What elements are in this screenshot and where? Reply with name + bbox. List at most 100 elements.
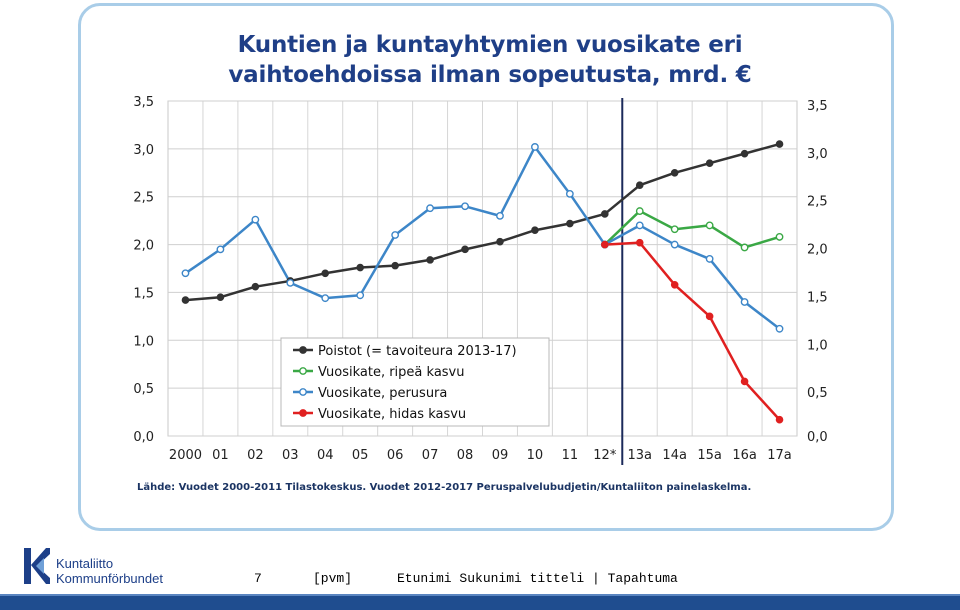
legend-label: Vuosikate, ripeä kasvu <box>318 365 465 380</box>
data-point <box>775 415 784 424</box>
kuntaliitto-logo-icon <box>24 548 50 584</box>
data-point <box>356 291 365 300</box>
data-point <box>670 240 679 249</box>
x-tick-label: 13a <box>627 448 652 463</box>
x-tick-label: 11 <box>562 448 579 463</box>
footer-accent-line <box>0 594 960 597</box>
data-point <box>496 211 504 220</box>
presenter-info: Etunimi Sukunimi titteli | Tapahtuma <box>397 571 678 586</box>
data-point <box>321 294 330 303</box>
legend-swatch-marker <box>299 388 307 396</box>
series-line <box>185 142 780 302</box>
x-tick-label: 05 <box>352 448 369 463</box>
x-tick-label: 09 <box>492 448 509 463</box>
x-tick-label: 14a <box>662 448 687 463</box>
x-tick-label: 10 <box>527 448 544 463</box>
data-point <box>740 243 749 252</box>
data-point <box>740 377 749 386</box>
y-tick-label-left: 3,0 <box>133 143 154 158</box>
y-tick-label-left: 2,5 <box>133 191 154 206</box>
data-point <box>426 204 434 213</box>
legend-swatch-marker <box>299 346 307 354</box>
data-point <box>705 255 714 263</box>
legend-box <box>280 337 550 427</box>
data-point <box>251 215 260 224</box>
data-point <box>461 202 469 211</box>
data-point <box>740 298 749 306</box>
data-point <box>566 219 574 228</box>
data-point <box>635 238 644 247</box>
data-point <box>531 143 539 151</box>
series-line <box>604 241 781 421</box>
x-tick-label: 01 <box>212 448 229 463</box>
data-point <box>635 221 644 230</box>
data-point <box>461 245 469 254</box>
series-line <box>603 209 780 249</box>
data-point <box>286 278 295 287</box>
series-line <box>184 145 781 330</box>
x-tick-label: 17a <box>767 448 792 463</box>
data-point <box>775 140 784 148</box>
logo-text-swedish: Kommunförbundet <box>56 571 163 586</box>
y-tick-label-right: 3,5 <box>807 99 828 114</box>
y-tick-label-right: 2,0 <box>807 243 828 258</box>
data-point <box>635 181 644 190</box>
x-tick-label: 15a <box>697 448 722 463</box>
logo-text-finnish: Kuntaliitto <box>56 556 114 571</box>
data-point <box>321 269 330 278</box>
chart-title: Kuntien ja kuntayhtymien vuosikate eri v… <box>120 30 860 90</box>
chart-source-note: Lähde: Vuodet 2000-2011 Tilastokeskus. V… <box>137 482 752 493</box>
data-point <box>601 210 609 218</box>
x-tick-label: 02 <box>247 448 264 463</box>
data-point <box>740 149 749 158</box>
legend-label: Vuosikate, perusura <box>318 386 447 401</box>
data-point <box>251 282 260 291</box>
data-point <box>775 233 784 241</box>
data-point <box>705 221 714 230</box>
chart-title-line-1: Kuntien ja kuntayhtymien vuosikate eri <box>237 32 743 58</box>
x-tick-label: 06 <box>387 448 404 463</box>
data-point <box>426 256 434 264</box>
footer-bar <box>0 596 960 610</box>
data-point <box>391 231 400 239</box>
y-tick-label-right: 1,5 <box>807 290 828 305</box>
legend-swatch-marker <box>299 367 307 375</box>
y-tick-label-right: 0,0 <box>807 430 828 445</box>
y-tick-label-left: 1,5 <box>133 286 154 301</box>
y-tick-label-left: 2,0 <box>133 239 154 254</box>
x-tick-label: 08 <box>457 448 474 463</box>
date-placeholder: [pvm] <box>313 571 353 586</box>
data-point <box>565 189 574 198</box>
x-tick-label: 03 <box>282 448 299 463</box>
data-point <box>181 269 190 278</box>
x-tick-label: 16a <box>732 448 757 463</box>
data-point <box>705 312 714 321</box>
data-point <box>496 237 504 246</box>
y-tick-label-left: 3,5 <box>133 95 154 110</box>
data-point <box>775 324 784 333</box>
data-point <box>181 296 190 304</box>
data-point <box>635 207 644 215</box>
data-point <box>601 240 609 249</box>
data-point <box>391 261 399 270</box>
data-point <box>670 225 679 234</box>
page-number: 7 <box>254 571 262 586</box>
y-tick-label-right: 2,5 <box>807 195 828 210</box>
legend-swatch-marker <box>299 409 307 417</box>
data-point <box>531 226 539 235</box>
x-tick-label: 12* <box>593 448 617 463</box>
y-tick-label-right: 3,0 <box>807 147 828 162</box>
data-point <box>216 245 225 254</box>
legend-label: Vuosikate, hidas kasvu <box>318 407 466 422</box>
data-point <box>670 168 679 177</box>
y-tick-label-left: 0,0 <box>133 430 154 445</box>
legend-label: Poistot (= tavoiteura 2013-17) <box>318 344 517 359</box>
y-tick-label-right: 1,0 <box>807 338 828 353</box>
data-point <box>356 263 364 272</box>
y-tick-label-left: 0,5 <box>133 382 154 397</box>
chart-title-line-2: vaihtoehdoissa ilman sopeutusta, mrd. € <box>228 62 752 88</box>
x-tick-label: 04 <box>317 448 334 463</box>
y-tick-label-left: 1,0 <box>133 334 154 349</box>
x-tick-label: 2000 <box>169 448 202 463</box>
